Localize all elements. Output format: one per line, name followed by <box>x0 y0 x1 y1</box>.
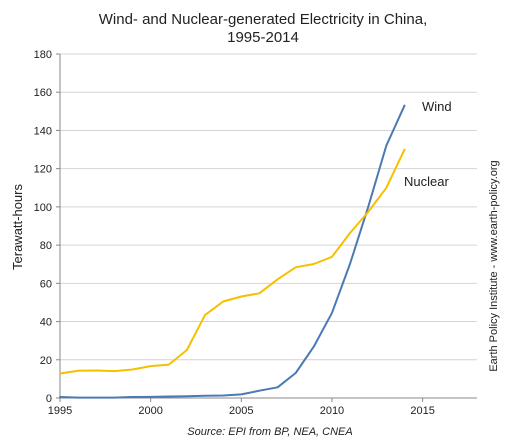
y-tick-label: 40 <box>40 317 52 329</box>
series-group <box>59 104 406 399</box>
y-tick-label: 80 <box>40 240 52 252</box>
x-tick-label: 1995 <box>48 405 72 417</box>
series-line-wind <box>59 104 406 399</box>
series-label-nuclear: Nuclear <box>404 174 449 189</box>
source-note: Source: EPI from BP, NEA, CNEA <box>187 426 352 438</box>
y-tick-label: 60 <box>40 278 52 290</box>
x-tick-label: 2010 <box>320 405 344 417</box>
credit-note: Earth Policy Institute - www.earth-polic… <box>488 160 500 371</box>
y-tick-label: 160 <box>34 87 52 99</box>
gridlines <box>60 53 477 361</box>
series-label-wind: Wind <box>422 99 452 114</box>
series-line-nuclear <box>59 148 406 375</box>
y-axis-label: Terawatt-hours <box>10 184 25 270</box>
chart-title-line-2: 1995-2014 <box>227 29 299 46</box>
y-tick-label: 100 <box>34 202 52 214</box>
x-tick-label: 2015 <box>410 405 434 417</box>
x-tick-label: 2005 <box>229 405 253 417</box>
x-tick-label: 2000 <box>138 405 162 417</box>
x-axis-ticks: 1995 2000 2005 2010 2015 <box>48 398 435 417</box>
axes <box>59 54 477 399</box>
y-tick-label: 140 <box>34 125 52 137</box>
y-tick-label: 0 <box>46 393 52 405</box>
y-tick-label: 180 <box>34 49 52 61</box>
chart-title-line-1: Wind- and Nuclear-generated Electricity … <box>99 11 427 28</box>
y-axis-ticks: 0 20 40 60 80 100 120 140 160 180 <box>34 49 60 405</box>
y-tick-label: 20 <box>40 355 52 367</box>
y-tick-label: 120 <box>34 164 52 176</box>
